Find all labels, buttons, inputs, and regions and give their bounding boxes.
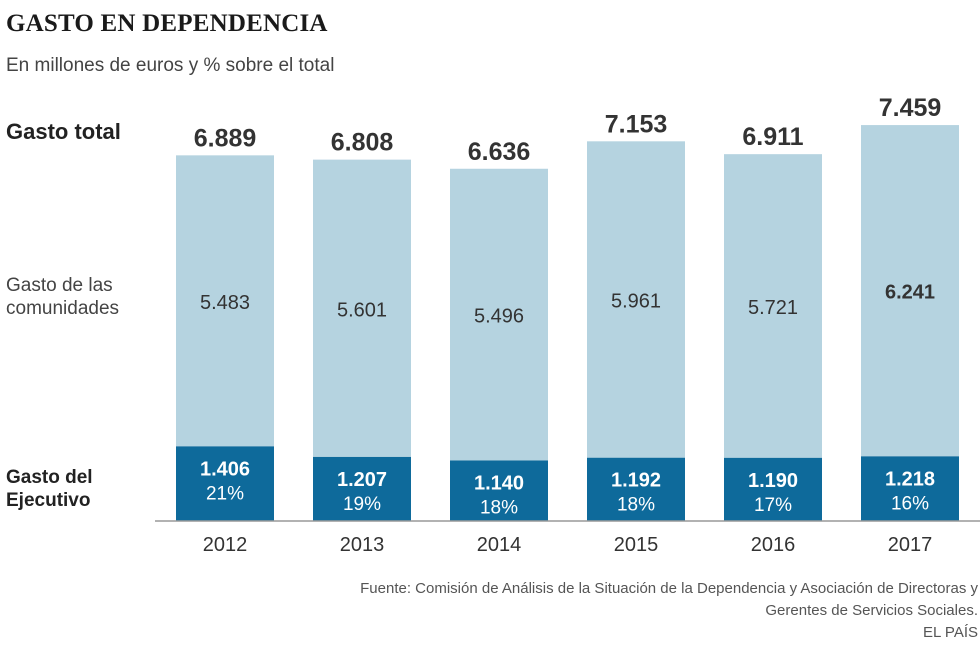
source-line-1: Fuente: Comisión de Análisis de la Situa… <box>360 580 978 597</box>
communities-value-label: 5.483 <box>200 292 250 314</box>
bar-executive <box>861 456 959 521</box>
executive-value-label: 1.207 <box>337 469 387 491</box>
chart-subtitle: En millones de euros y % sobre el total <box>6 55 335 76</box>
source-line-2: Gerentes de Servicios Sociales. <box>765 602 978 619</box>
total-label: 6.911 <box>742 123 803 151</box>
communities-value-label: 6.241 <box>885 282 935 304</box>
executive-value-label: 1.190 <box>748 470 798 492</box>
row-label-executive: Gasto del Ejecutivo <box>6 467 93 511</box>
communities-value-label: 5.496 <box>474 306 524 328</box>
executive-percent-label: 19% <box>343 494 381 515</box>
bar-communities <box>724 154 822 458</box>
communities-value-label: 5.721 <box>748 297 798 319</box>
chart-title: GASTO EN DEPENDENCIA <box>6 10 328 37</box>
bar-communities <box>861 125 959 457</box>
stacked-bar-chart: 6.889 5.483 1.406 21% 2012 6.808 5.601 1.207 19%… <box>155 94 980 556</box>
total-label: 7.459 <box>879 94 942 122</box>
communities-value-label: 5.601 <box>337 299 387 321</box>
row-label-total: Gasto total <box>6 119 121 144</box>
executive-value-label: 1.192 <box>611 470 661 492</box>
bar-communities <box>313 159 411 457</box>
bar-communities <box>587 141 685 458</box>
total-label: 7.153 <box>605 110 668 138</box>
bar-executive <box>313 456 411 521</box>
bar-communities <box>450 168 548 461</box>
executive-value-label: 1.140 <box>474 472 524 494</box>
communities-value-label: 5.961 <box>611 291 661 313</box>
total-label: 6.808 <box>331 129 394 157</box>
executive-percent-label: 21% <box>206 483 244 504</box>
bar-communities <box>176 155 274 447</box>
executive-percent-label: 18% <box>480 497 518 518</box>
x-tick-label: 2013 <box>340 534 385 556</box>
x-tick-label: 2015 <box>614 534 659 556</box>
executive-percent-label: 17% <box>754 495 792 516</box>
x-tick-label: 2017 <box>888 534 933 556</box>
x-tick-label: 2012 <box>203 534 248 556</box>
credit: EL PAÍS <box>922 624 978 641</box>
bar-executive <box>724 457 822 521</box>
x-tick-label: 2014 <box>477 534 522 556</box>
executive-value-label: 1.406 <box>200 458 250 480</box>
footer: Fuente: Comisión de Análisis de la Situa… <box>360 578 978 644</box>
executive-value-label: 1.218 <box>885 468 935 490</box>
total-label: 6.636 <box>468 138 531 166</box>
bar-executive <box>450 460 548 521</box>
total-label: 6.889 <box>194 124 257 152</box>
executive-percent-label: 16% <box>891 493 929 514</box>
bar-executive <box>176 446 274 521</box>
executive-percent-label: 18% <box>617 495 655 516</box>
x-tick-label: 2016 <box>751 534 796 556</box>
bar-executive <box>587 457 685 521</box>
row-label-communities: Gasto de las comunidades <box>6 275 120 319</box>
